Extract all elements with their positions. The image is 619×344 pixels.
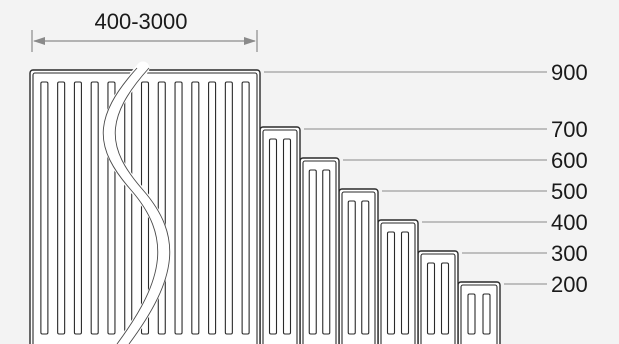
panel-fin: [241, 81, 250, 335]
panel-fin: [440, 262, 450, 335]
radiator-panel-600: [299, 157, 340, 344]
panel-fin: [107, 81, 116, 335]
panel-fin: [386, 231, 396, 335]
panel-fin: [400, 231, 410, 335]
panel-outer-frame: [299, 157, 340, 344]
panel-fin: [308, 169, 317, 335]
height-label-400: 400: [551, 210, 588, 235]
panel-inner-frame: [341, 191, 376, 344]
panel-fin: [174, 81, 183, 335]
panel-fin: [191, 81, 200, 335]
panel-fin: [482, 293, 491, 335]
height-label-700: 700: [551, 117, 588, 142]
panel-outer-frame: [259, 126, 301, 344]
panel-fin: [467, 293, 476, 335]
panel-fin: [347, 200, 356, 335]
radiator-panel-200: [457, 281, 501, 344]
panel-fin: [208, 81, 217, 335]
panel-fin: [361, 200, 370, 335]
panel-fin: [57, 81, 66, 335]
radiator-panel-300: [417, 250, 459, 344]
panel-inner-frame: [262, 129, 298, 344]
panel-fin: [157, 81, 166, 335]
panel-fin: [224, 81, 233, 335]
panel-fin: [73, 81, 82, 335]
panel-inner-frame: [302, 160, 337, 344]
break-line-edge-right: [114, 67, 171, 344]
height-label-900: 900: [551, 60, 588, 85]
height-label-200: 200: [551, 272, 588, 297]
panel-fin: [90, 81, 99, 335]
width-label: 400-3000: [95, 9, 188, 34]
radiator-panel-700: [259, 126, 301, 344]
panel-outer-frame: [377, 219, 419, 344]
radiator-panel-500: [338, 188, 379, 344]
width-dimension: 400-3000: [31, 9, 258, 52]
panel-inner-frame: [420, 253, 456, 344]
panel-fin: [268, 138, 278, 335]
height-label-300: 300: [551, 241, 588, 266]
height-labels: 900 700 600 500 400 300 200: [264, 60, 588, 297]
panel-outer-frame: [338, 188, 379, 344]
panel-outer-frame: [457, 281, 501, 344]
break-line: [102, 61, 171, 344]
height-label-600: 600: [551, 148, 588, 173]
panel-inner-frame: [380, 222, 416, 344]
radiator-panels: [29, 69, 501, 344]
height-label-500: 500: [551, 179, 588, 204]
panel-fin: [426, 262, 436, 335]
radiator-panel-400: [377, 219, 419, 344]
panel-outer-frame: [417, 250, 459, 344]
panel-fin: [322, 169, 331, 335]
panel-fin: [282, 138, 292, 335]
panel-inner-frame: [460, 284, 498, 344]
break-line-edge-left: [102, 67, 159, 344]
panel-fin: [40, 81, 49, 335]
